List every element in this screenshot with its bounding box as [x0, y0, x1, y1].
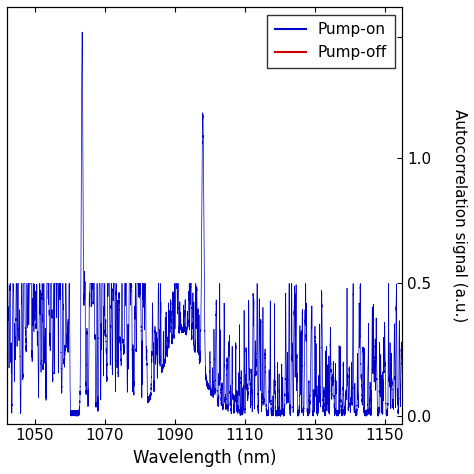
Y-axis label: Autocorrelation signal (a.u.): Autocorrelation signal (a.u.)	[452, 109, 467, 322]
X-axis label: Wavelength (nm): Wavelength (nm)	[133, 449, 276, 467]
Legend: Pump-on, Pump-off: Pump-on, Pump-off	[267, 15, 394, 67]
